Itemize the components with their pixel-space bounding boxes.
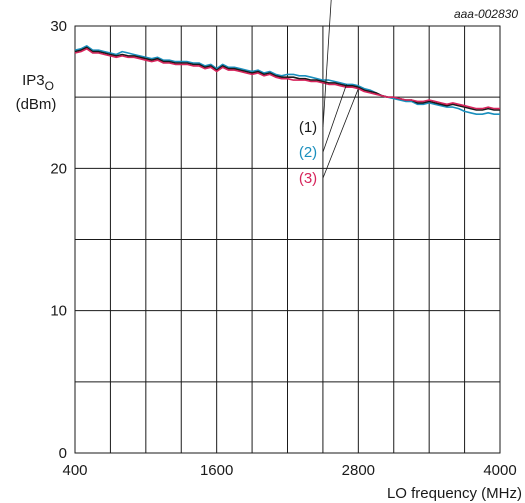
y-tick-label: 30 [50,18,67,35]
series-line-3 [74,48,500,110]
series-line-2 [74,45,500,115]
legend-label: (3) [299,170,317,187]
x-tick-label: 400 [62,462,87,479]
y-tick-label: 10 [50,303,67,320]
y-tick-label: 0 [59,445,67,462]
y-tick-label: 20 [50,160,67,177]
y-axis-label-main: IP3 [22,72,45,89]
figure-code: aaa-002830 [454,7,518,21]
legend-leader-line [322,0,332,128]
y-axis-label: IP3O [22,72,54,93]
grid [74,25,501,454]
y-axis-label-subscript: O [45,79,54,93]
legend-label: (1) [299,119,317,136]
legend-leader-line [322,88,359,179]
x-tick-label: 4000 [483,462,516,479]
plot-frame [74,25,501,454]
legend-label: (2) [299,144,317,161]
x-axis-label: LO frequency (MHz) [387,485,522,502]
x-tick-label: 1600 [200,462,233,479]
series-line-1 [74,46,500,111]
tick-labels: 400 1600 2800 4000 0 10 20 30 [50,18,516,479]
x-tick-label: 2800 [342,462,375,479]
series-lines [74,45,500,115]
legend-leader-line [322,84,347,153]
legend: (1) (2) (3) [299,0,359,187]
y-axis-unit: (dBm) [16,96,57,113]
